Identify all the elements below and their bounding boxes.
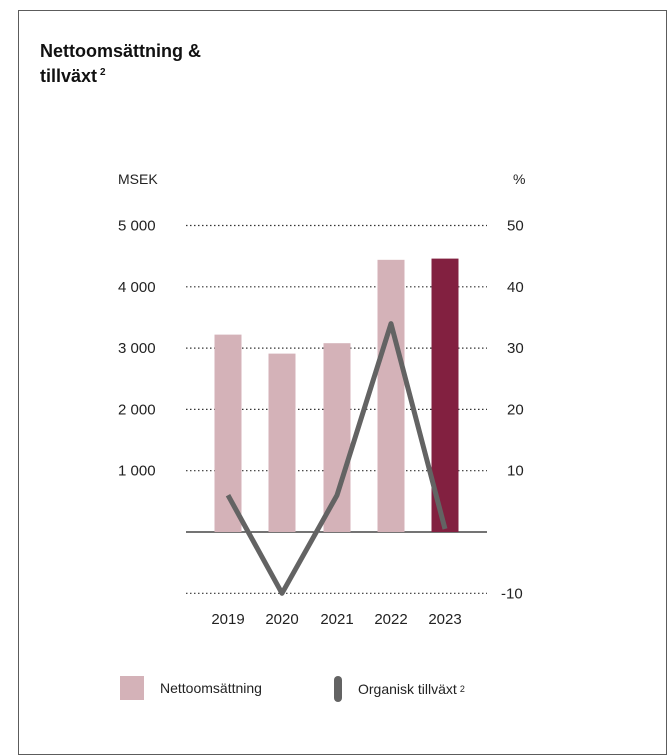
left-tick-label: 5 000 <box>118 218 156 235</box>
right-tick-label: 10 <box>507 463 524 480</box>
left-tick-label: 3 000 <box>118 340 156 357</box>
x-tick-label: 2022 <box>374 611 407 628</box>
left-tick-label: 2 000 <box>118 401 156 418</box>
bar-2019 <box>215 335 242 532</box>
left-tick-label: 4 000 <box>118 279 156 296</box>
x-tick-label: 2019 <box>211 611 244 628</box>
axis-labels: MSEK% 5 000 4 000 3 000 2 000 1 000 50 40 30 20 10… <box>118 171 525 628</box>
left-tick-label: 1 000 <box>118 463 156 480</box>
legend-label-organisk-tillvaxt: Organisk tillväxt <box>358 681 457 697</box>
right-tick-label: -10 <box>501 585 523 602</box>
legend-footnote: 2 <box>460 684 465 694</box>
legend-swatch-line <box>334 676 342 702</box>
legend-label-nettoomsattning: Nettoomsättning <box>160 680 262 696</box>
bar-2020 <box>269 354 296 532</box>
legend-swatch-bar <box>120 676 144 700</box>
bar-2021 <box>324 343 351 532</box>
bar-2022 <box>378 260 405 532</box>
right-tick-label: 40 <box>507 279 524 296</box>
right-axis-title: % <box>513 171 525 187</box>
legend-item-nettoomsattning: Nettoomsättning <box>120 676 262 700</box>
x-tick-label: 2021 <box>320 611 353 628</box>
left-axis-title: MSEK <box>118 171 158 187</box>
right-tick-label: 50 <box>507 218 524 235</box>
right-tick-label: 20 <box>507 401 524 418</box>
x-tick-label: 2023 <box>428 611 461 628</box>
x-tick-label: 2020 <box>265 611 298 628</box>
right-tick-label: 30 <box>507 340 524 357</box>
